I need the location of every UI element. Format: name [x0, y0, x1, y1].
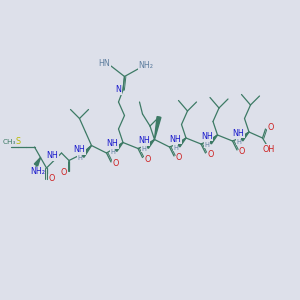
Polygon shape — [34, 158, 41, 166]
Text: OH: OH — [262, 145, 274, 154]
Text: H: H — [142, 146, 146, 152]
Text: N: N — [116, 85, 122, 94]
Text: H: H — [110, 149, 115, 155]
Text: NH₂: NH₂ — [138, 61, 153, 70]
Text: HN: HN — [98, 58, 110, 68]
Text: NH: NH — [232, 129, 244, 138]
Text: O: O — [49, 174, 55, 183]
Text: H: H — [173, 145, 178, 151]
Polygon shape — [154, 117, 161, 140]
Text: O: O — [112, 159, 119, 168]
Text: CH₃: CH₃ — [2, 139, 16, 145]
Text: O: O — [144, 154, 151, 164]
Polygon shape — [81, 146, 92, 157]
Text: NH: NH — [201, 132, 213, 141]
Text: O: O — [176, 153, 182, 162]
Text: O: O — [207, 150, 214, 159]
Text: NH₂: NH₂ — [30, 167, 45, 176]
Text: NH: NH — [138, 136, 150, 146]
Polygon shape — [114, 142, 123, 152]
Text: NH: NH — [74, 146, 86, 154]
Text: NH: NH — [106, 140, 119, 148]
Text: H: H — [205, 142, 209, 148]
Polygon shape — [208, 135, 217, 144]
Text: S: S — [15, 137, 21, 146]
Text: O: O — [60, 168, 67, 177]
Text: NH: NH — [46, 152, 58, 160]
Text: O: O — [239, 147, 245, 156]
Text: NH: NH — [169, 135, 181, 144]
Text: H: H — [77, 155, 82, 161]
Text: H: H — [236, 139, 241, 145]
Text: O: O — [268, 123, 274, 132]
Polygon shape — [146, 140, 154, 148]
Polygon shape — [177, 138, 186, 147]
Polygon shape — [240, 132, 249, 141]
